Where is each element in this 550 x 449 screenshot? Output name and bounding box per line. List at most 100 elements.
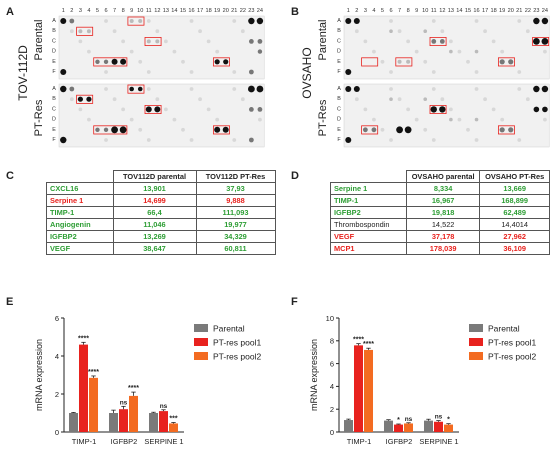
blot-spot [474, 117, 479, 122]
parental-value-cell: 37,178 [405, 230, 481, 243]
blot-row-letter: D [52, 49, 56, 55]
blot-spot [449, 117, 453, 122]
parental-value-cell: 13,901 [112, 182, 197, 195]
blot-spot-faint [104, 87, 108, 91]
blot-column-number: 19 [214, 8, 220, 14]
blot-row-letter: F [52, 69, 56, 75]
blot-spot-faint [543, 117, 547, 122]
blot-row-letter: C [52, 38, 56, 44]
blot-highlight-box [497, 125, 515, 135]
blot-column-number: 14 [171, 8, 177, 14]
blot-spot-faint [155, 97, 160, 102]
blot-row-letter: B [52, 28, 56, 34]
blot-spot [256, 85, 264, 93]
y-tick-label: 2 [330, 405, 334, 414]
blot-spot-faint [129, 117, 134, 122]
blot-spot [60, 136, 67, 144]
blot-column-number: 19 [499, 8, 505, 14]
blot-spot [155, 39, 160, 44]
table-row: Serpine 1 8,334 13,669 [330, 182, 550, 195]
y-tick-label: 2 [55, 390, 59, 399]
blot-array-b: 1 2 3 4 5 6 7 8 9 10 11 12 13 14 15 16 17 18 19 20 21 22 23 24A… [337, 8, 550, 148]
blot-spot-faint [215, 49, 220, 54]
parental-value-cell: 38,647 [112, 242, 197, 255]
table-row: VEGF 37,178 27,962 [330, 230, 550, 243]
blot-spot-faint [198, 29, 202, 34]
blot-spot-faint [517, 70, 522, 74]
blot-spot-faint [354, 97, 359, 102]
blot-highlight-box [429, 36, 447, 46]
bar [159, 411, 168, 432]
legend-swatch [194, 352, 208, 360]
blot-row-letter: D [337, 117, 341, 123]
blot-b-parental-label: Parental [317, 19, 329, 61]
blot-spot-faint [474, 70, 479, 74]
blot-spot-faint [189, 70, 194, 74]
y-tick-label: 6 [55, 314, 59, 323]
blot-spot [353, 18, 360, 24]
protein-name-cell: IGFBP2 [330, 206, 407, 219]
ptres-value-cell: 36,109 [479, 242, 550, 255]
cytokine-table-tov112d: TOV112D parental TOV112D PT-Res CXCL16 13… [46, 170, 276, 255]
protein-name-cell: Angiogenin [46, 218, 114, 231]
bar [89, 377, 98, 432]
blot-column-number: 10 [137, 8, 143, 14]
blot-spot [406, 59, 411, 64]
table-row: Angiogenin 11,046 19,977 [46, 218, 276, 231]
blot-spot [439, 39, 445, 44]
blot-spot-faint [163, 107, 168, 112]
significance-label: **** [88, 369, 99, 376]
blot-b-ptres-label: PT-Res [317, 99, 329, 137]
blot-column-number: 20 [508, 8, 514, 14]
blot-spot-faint [215, 117, 220, 122]
blot-spot [248, 107, 254, 112]
protein-name-cell: CXCL16 [46, 182, 114, 195]
blot-spot-faint [146, 138, 151, 142]
y-tick-label: 10 [326, 314, 334, 323]
blot-spot-faint [414, 49, 419, 54]
blot-highlight-box [429, 105, 447, 115]
blot-column-number: 2 [355, 8, 358, 14]
bar-chart-ovsaho: mRNA expression 0 2 4 6 8 10 TIMP-1 ******** IGFB… [309, 314, 536, 446]
legend-label: PT-res pool2 [488, 352, 536, 362]
blot-spot-faint [138, 127, 143, 132]
blot-spot-faint [78, 39, 83, 44]
blot-spot [95, 59, 100, 64]
y-tick-label: 8 [330, 337, 334, 346]
blot-highlight-box [395, 57, 413, 67]
blot-column-number: 10 [422, 8, 428, 14]
blot-spot-faint [423, 127, 428, 132]
blot-row-letter: C [52, 106, 56, 112]
table-row: TIMP-1 66,4 111,093 [46, 206, 276, 219]
blot-spot [371, 127, 377, 133]
blot-spot-faint [363, 107, 368, 112]
blot-spot-faint [517, 138, 522, 142]
y-tick-label: 6 [330, 359, 334, 368]
table-header-parental: TOV112D parental [112, 170, 197, 183]
blot-spot [474, 49, 479, 54]
blot-column-number: 4 [87, 8, 90, 14]
blot-spot [248, 17, 255, 25]
y-tick-label: 4 [330, 382, 334, 391]
blot-column-number: 18 [491, 8, 497, 14]
x-category-label: IGFBP2 [111, 437, 138, 446]
blot-column-number: 20 [223, 8, 229, 14]
blot-spot-faint [431, 138, 436, 142]
blot-spot [248, 69, 254, 75]
blot-spot [86, 29, 91, 34]
bar [354, 345, 363, 432]
blot-spot [248, 39, 254, 44]
legend-label: Parental [213, 324, 245, 334]
blot-row-letter: A [337, 18, 341, 24]
bar [424, 420, 433, 432]
bar [384, 420, 393, 432]
blot-spot-faint [423, 59, 428, 64]
blot-spot [345, 18, 352, 24]
table-row: Serpine 1 14,699 9,888 [46, 194, 276, 207]
bar [79, 344, 88, 432]
blot-spot-faint [483, 97, 487, 102]
panel-letter-f: F [291, 296, 298, 308]
blot-row-letter: B [337, 96, 341, 102]
blot-spot [404, 126, 412, 134]
